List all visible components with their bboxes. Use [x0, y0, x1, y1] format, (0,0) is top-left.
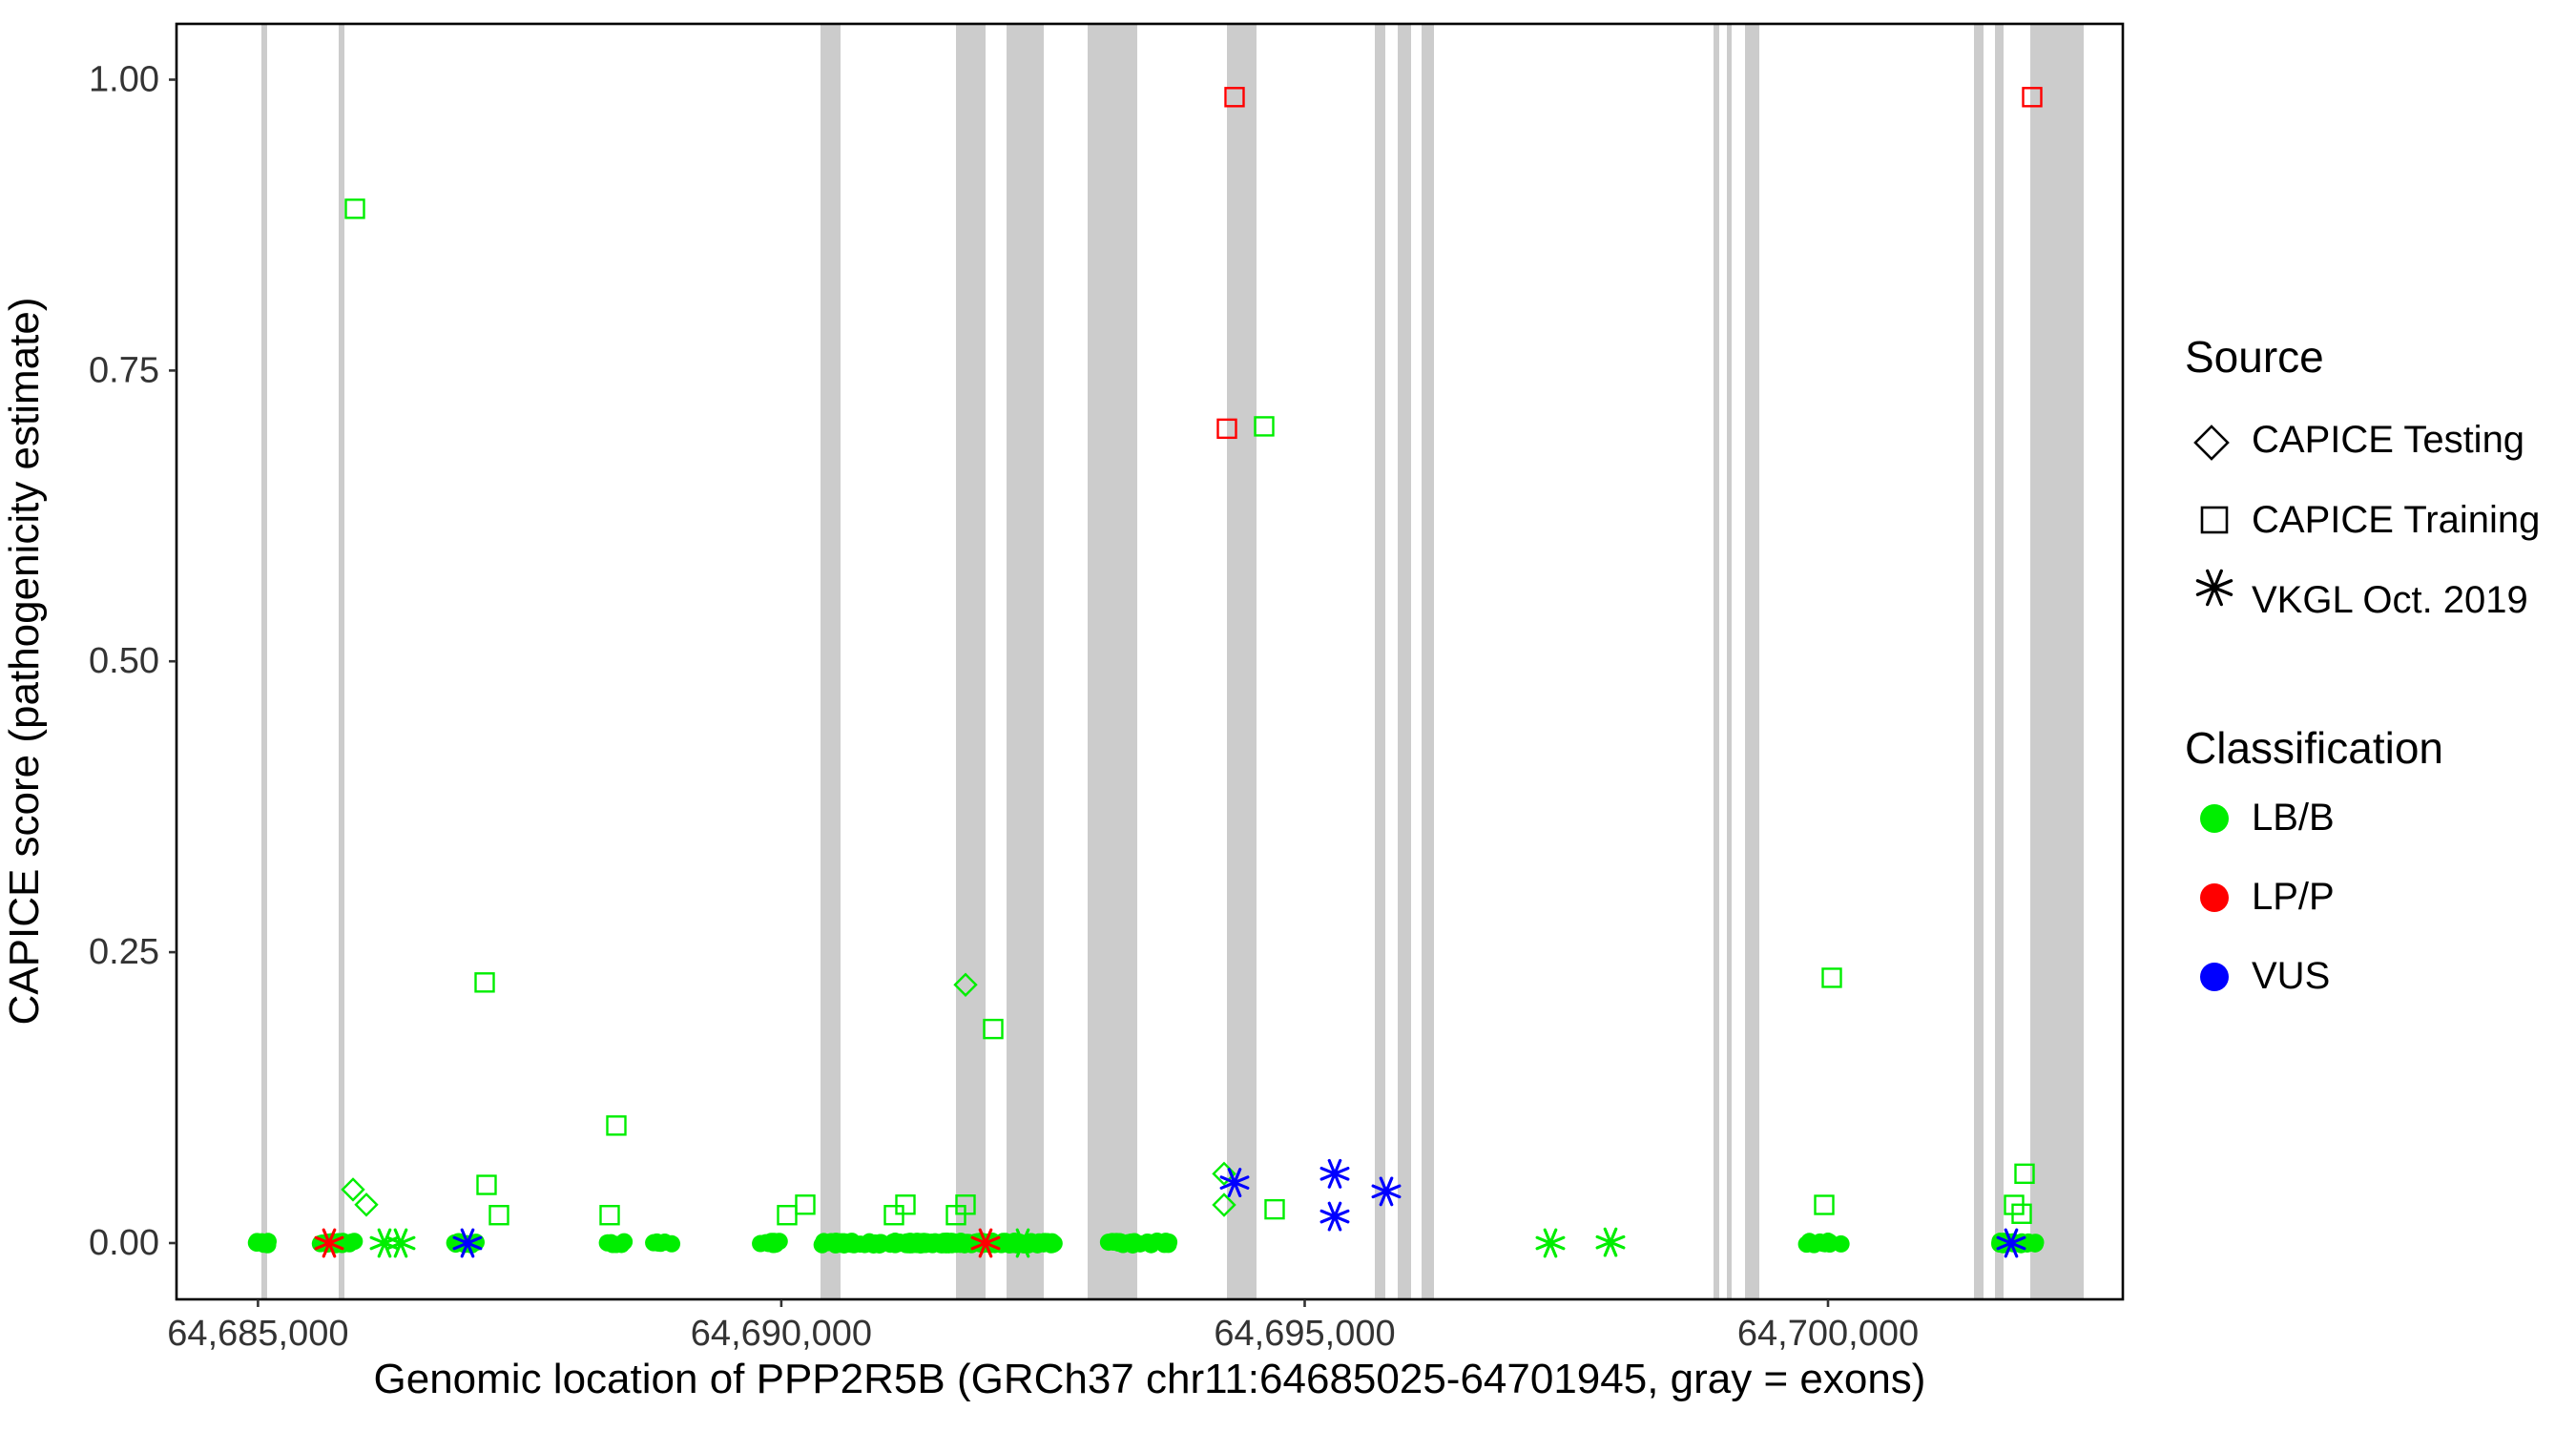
svg-text:64,700,000: 64,700,000: [1737, 1314, 1919, 1354]
svg-text:Classification: Classification: [2185, 723, 2443, 773]
svg-text:1.00: 1.00: [89, 60, 159, 100]
svg-text:0.25: 0.25: [89, 932, 159, 972]
svg-text:0.00: 0.00: [89, 1223, 159, 1263]
svg-text:CAPICE Training: CAPICE Training: [2252, 499, 2540, 541]
svg-text:64,690,000: 64,690,000: [691, 1314, 872, 1354]
svg-text:VKGL Oct. 2019: VKGL Oct. 2019: [2252, 579, 2528, 621]
svg-text:Genomic location of PPP2R5B (G: Genomic location of PPP2R5B (GRCh37 chr1…: [374, 1356, 1926, 1402]
svg-text:CAPICE Testing: CAPICE Testing: [2252, 419, 2524, 461]
svg-text:LB/B: LB/B: [2252, 797, 2335, 839]
svg-text:64,685,000: 64,685,000: [167, 1314, 348, 1354]
svg-text:0.50: 0.50: [89, 641, 159, 681]
svg-text:CAPICE score (pathogenicity es: CAPICE score (pathogenicity estimate): [1, 298, 48, 1026]
svg-text:Source: Source: [2185, 332, 2324, 382]
svg-text:0.75: 0.75: [89, 350, 159, 390]
svg-text:64,695,000: 64,695,000: [1214, 1314, 1395, 1354]
svg-text:VUS: VUS: [2252, 955, 2330, 997]
svg-text:LP/P: LP/P: [2252, 876, 2335, 918]
